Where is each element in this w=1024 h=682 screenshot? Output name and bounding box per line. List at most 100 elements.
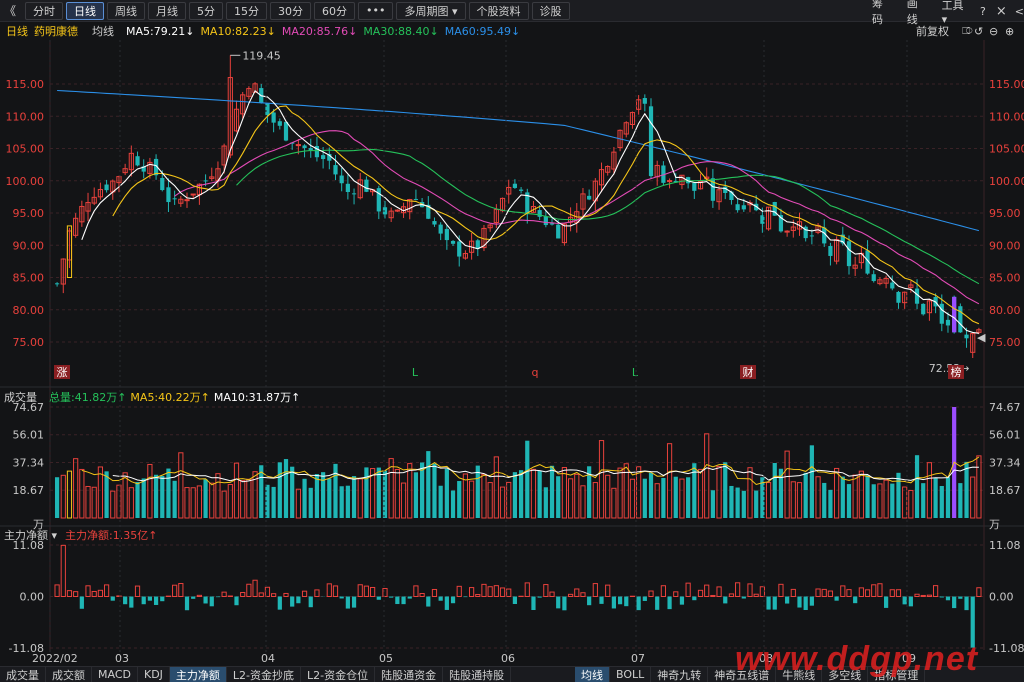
candle-body bbox=[865, 250, 870, 274]
tab-5min[interactable]: 5分 bbox=[189, 1, 224, 20]
indicator-tab[interactable]: 陆股通持股 bbox=[443, 666, 512, 682]
overlay-tab[interactable]: BOLL bbox=[610, 666, 652, 682]
tab-diagnosis[interactable]: 诊股 bbox=[531, 1, 570, 20]
volume-bar bbox=[661, 478, 666, 518]
volume-bar bbox=[308, 487, 313, 518]
tools-menu-button[interactable]: 工具 ▾ bbox=[941, 0, 964, 26]
volume-bar bbox=[908, 489, 914, 519]
overlay-tab[interactable]: 均线 bbox=[575, 666, 610, 682]
indicator-tab[interactable]: 成交额 bbox=[46, 666, 92, 682]
event-marker: L bbox=[412, 366, 419, 379]
flow-bar bbox=[710, 594, 716, 598]
volume-bar bbox=[345, 485, 350, 518]
volume-bar bbox=[97, 466, 104, 519]
tab-weekly[interactable]: 周线 bbox=[107, 1, 146, 20]
volume-bar bbox=[852, 474, 858, 519]
volume-bar bbox=[723, 462, 728, 518]
volume-bar bbox=[834, 467, 840, 519]
tab-60min[interactable]: 60分 bbox=[314, 1, 356, 20]
candle-body bbox=[345, 183, 350, 193]
volume-bar bbox=[815, 476, 821, 519]
chip-distribution-button[interactable]: 筹码 bbox=[872, 0, 883, 26]
candle-body bbox=[598, 169, 605, 186]
volume-bar bbox=[468, 480, 475, 519]
flow-bar bbox=[91, 590, 97, 597]
chart-canvas[interactable]: 115.00 115.00 110.00 110.00 105.00 105.00 100.… bbox=[0, 40, 1024, 666]
lock-icon[interactable]: ⎄ bbox=[962, 25, 973, 37]
indicator-tab[interactable]: L2-资金仓位 bbox=[301, 666, 376, 682]
flow-bar bbox=[191, 596, 196, 599]
tab-15min[interactable]: 15分 bbox=[226, 1, 268, 20]
event-marker: 榜 bbox=[951, 365, 962, 379]
volume-bar bbox=[128, 487, 134, 519]
flow-axis-label-right: -11.08 bbox=[989, 642, 1024, 655]
ma10-value: MA10:82.23↓ bbox=[200, 24, 276, 38]
multi-period-menu[interactable]: 多周期图 ▾ bbox=[396, 1, 466, 20]
candle-body bbox=[741, 205, 746, 210]
overlay-tab[interactable]: 多空线 bbox=[822, 666, 869, 682]
flow-bar bbox=[803, 596, 808, 611]
ma10-line bbox=[112, 105, 980, 325]
overlay-tab[interactable]: 神奇五线谱 bbox=[708, 666, 777, 682]
candle-body bbox=[877, 279, 883, 285]
volume-bar bbox=[945, 477, 951, 518]
tab-intraday[interactable]: 分时 bbox=[25, 1, 64, 20]
volume-bar bbox=[747, 467, 753, 519]
more-icon[interactable]: ••• bbox=[358, 1, 394, 20]
help-icon[interactable]: ? bbox=[980, 4, 986, 18]
tab-monthly[interactable]: 月线 bbox=[148, 1, 187, 20]
volume-bar bbox=[530, 468, 537, 519]
zoom-in-icon[interactable]: ⊕ bbox=[1005, 24, 1015, 38]
volume-bar bbox=[160, 475, 165, 518]
indicator-tab[interactable]: 陆股通资金 bbox=[375, 666, 444, 682]
volume-bar bbox=[549, 465, 555, 518]
overlay-tab[interactable]: 指标管理 bbox=[868, 666, 926, 682]
draw-line-button[interactable]: 画线 bbox=[906, 0, 918, 26]
ma-label[interactable]: 均线 bbox=[92, 25, 114, 38]
flow-title[interactable]: 主力净额 ▾ bbox=[4, 529, 58, 542]
volume-bar bbox=[765, 482, 772, 519]
volume-bar bbox=[73, 458, 79, 519]
tab-company-profile[interactable]: 个股资料 bbox=[468, 1, 529, 20]
back-icon[interactable]: 《 bbox=[4, 4, 17, 18]
volume-bar bbox=[413, 472, 419, 518]
overlay-tab[interactable]: 神奇九转 bbox=[651, 666, 709, 682]
volume-axis-label-right: 万 bbox=[989, 518, 1000, 531]
candle-body bbox=[697, 181, 704, 190]
candle-body bbox=[54, 283, 60, 285]
volume-bar bbox=[784, 450, 790, 519]
indicator-tab[interactable]: MACD bbox=[92, 666, 138, 682]
candle-body bbox=[203, 180, 208, 182]
flow-bar bbox=[648, 590, 654, 597]
volume-bar bbox=[958, 483, 963, 518]
volume-axis-label-right: 18.67 bbox=[989, 484, 1021, 497]
volume-bar bbox=[914, 455, 920, 518]
volume-bar bbox=[567, 478, 574, 519]
overlay-tab[interactable]: 牛熊线 bbox=[776, 666, 823, 682]
tab-daily[interactable]: 日线 bbox=[66, 1, 105, 20]
volume-bar bbox=[729, 485, 734, 518]
volume-bar bbox=[184, 487, 190, 519]
candle-body bbox=[388, 210, 394, 219]
volume-bar bbox=[611, 487, 617, 519]
collapse-icon[interactable]: < bbox=[1014, 4, 1024, 18]
candle-body bbox=[530, 206, 537, 213]
close-icon[interactable]: × bbox=[995, 3, 1007, 19]
volume-bar bbox=[754, 490, 759, 518]
volume-title[interactable]: 成交量 bbox=[4, 391, 37, 404]
flow-bar bbox=[667, 596, 672, 610]
tab-30min[interactable]: 30分 bbox=[270, 1, 312, 20]
flow-bar bbox=[481, 583, 487, 597]
indicator-tab[interactable]: 成交量 bbox=[0, 666, 46, 682]
indicator-tab[interactable]: KDJ bbox=[138, 666, 170, 682]
candle-body bbox=[240, 94, 246, 115]
indicator-tab[interactable]: L2-资金抄底 bbox=[227, 666, 302, 682]
undo-icon[interactable]: ↺ bbox=[974, 24, 984, 38]
period-label: 日线 bbox=[6, 25, 28, 38]
candle-body bbox=[308, 148, 313, 151]
flow-bar bbox=[419, 592, 425, 597]
indicator-tab[interactable]: 主力净额 bbox=[169, 666, 227, 682]
zoom-out-icon[interactable]: ⊖ bbox=[989, 24, 999, 38]
adjust-mode-button[interactable]: 前复权 bbox=[916, 25, 949, 38]
